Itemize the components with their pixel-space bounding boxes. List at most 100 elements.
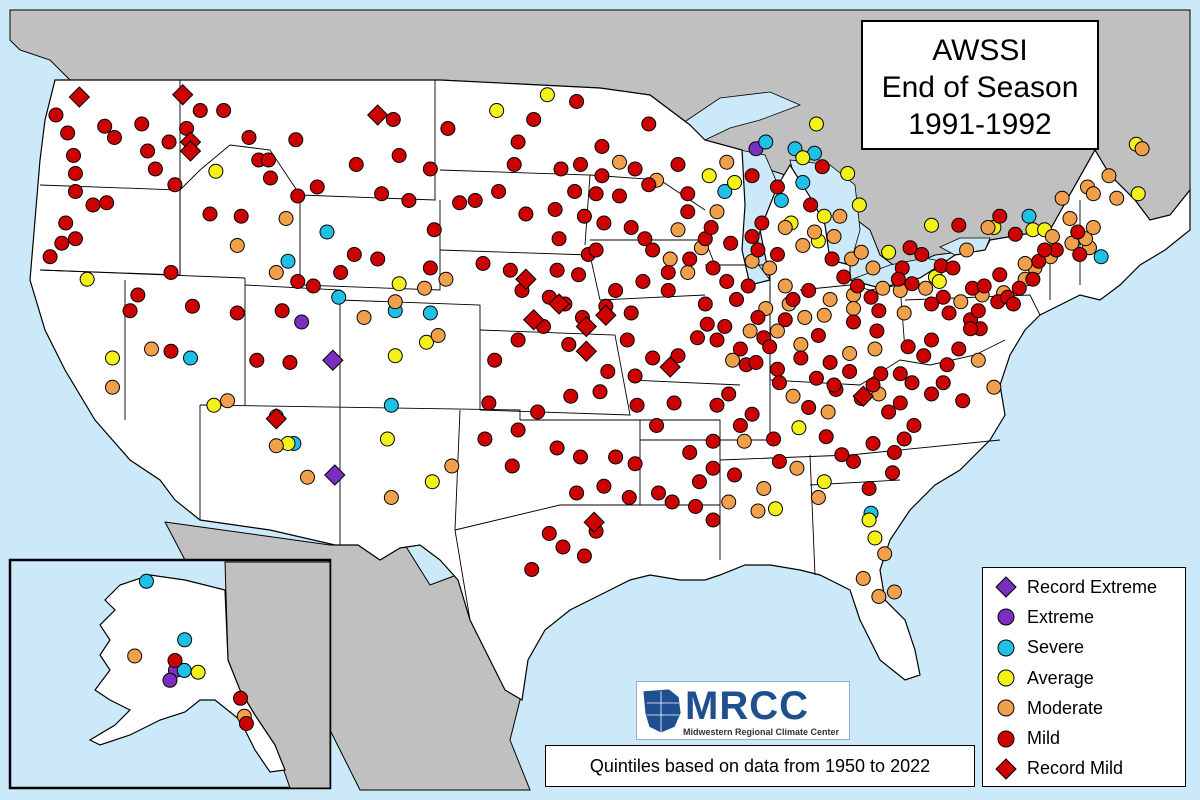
station-marker-mild: [261, 152, 276, 168]
station-marker-mild: [705, 260, 721, 276]
station-marker-average: [418, 334, 434, 350]
station-marker-mild: [48, 107, 64, 123]
station-marker-mild: [122, 303, 138, 319]
station-marker-mild: [744, 406, 760, 422]
station-marker-mild: [896, 431, 912, 447]
station-marker-mild: [762, 339, 778, 355]
station-marker-mild: [892, 366, 908, 382]
legend-item-record-mild: Record Mild: [983, 754, 1185, 784]
station-marker-severe: [773, 193, 789, 208]
station-marker-average: [190, 664, 206, 680]
station-marker-mild: [504, 458, 520, 474]
station-marker-mild: [467, 193, 483, 208]
station-marker-mild: [305, 278, 321, 294]
station-marker-moderate: [822, 292, 838, 307]
station-marker-mild: [771, 454, 787, 469]
station-marker-mild: [836, 269, 852, 285]
station-marker-average: [387, 348, 403, 364]
station-marker-mild: [391, 148, 407, 163]
station-marker-mild: [803, 197, 819, 213]
contiguous-us: [29, 79, 1191, 701]
station-marker-mild: [842, 364, 858, 379]
station-marker-moderate: [826, 229, 842, 244]
station-marker-average: [881, 244, 897, 260]
station-marker-mild: [754, 215, 770, 231]
station-marker-average: [791, 420, 807, 436]
station-marker-moderate: [144, 341, 159, 357]
station-marker-mild: [635, 274, 651, 289]
map-title-box: AWSSI End of Season 1991-1992: [861, 20, 1099, 150]
station-marker-average: [816, 208, 832, 224]
station-marker-severe: [280, 253, 296, 269]
station-marker-mild: [551, 231, 567, 247]
midwest-states-icon: [642, 688, 682, 734]
station-marker-moderate: [846, 301, 861, 316]
station-marker-mild: [717, 319, 733, 334]
station-marker-moderate: [387, 294, 403, 310]
station-marker-mild: [510, 134, 526, 150]
station-marker-mild: [541, 526, 557, 541]
station-marker-extreme: [162, 672, 178, 688]
station-marker-severe: [795, 175, 811, 190]
station-marker-mild: [703, 220, 719, 235]
station-marker-mild: [67, 166, 83, 181]
station-marker-mild: [680, 186, 696, 202]
station-marker-average: [539, 87, 555, 103]
station-marker-severe: [183, 350, 198, 366]
station-marker-record-mild: [575, 340, 598, 362]
station-marker-mild: [238, 716, 254, 731]
station-marker-average: [851, 197, 867, 213]
station-marker-mild: [1007, 226, 1023, 242]
station-marker-moderate: [832, 208, 848, 224]
moderate-circle-icon: [997, 699, 1015, 717]
station-marker-mild: [621, 490, 637, 505]
station-marker-mild: [491, 184, 507, 199]
station-marker-mild: [818, 429, 834, 445]
station-marker-average: [924, 217, 939, 233]
station-marker-mild: [748, 355, 764, 370]
station-marker-severe: [1093, 249, 1109, 265]
station-marker-average: [727, 175, 743, 190]
station-marker-moderate: [417, 280, 432, 296]
station-marker-record-mild: [659, 356, 681, 378]
station-marker-mild: [869, 323, 885, 339]
station-marker-mild: [846, 314, 861, 330]
legend-item-moderate: Moderate: [983, 693, 1185, 723]
station-marker-mild: [309, 179, 325, 195]
station-marker-mild: [935, 289, 951, 305]
station-marker-mild: [282, 355, 298, 370]
station-marker-mild: [769, 179, 785, 195]
station-marker-mild: [900, 339, 916, 355]
station-marker-mild: [719, 274, 735, 289]
station-marker-mild: [67, 184, 83, 199]
station-marker-mild: [588, 242, 604, 258]
station-marker-mild: [526, 112, 542, 127]
station-marker-mild: [54, 235, 70, 251]
station-marker-average: [795, 150, 811, 166]
station-marker-mild: [262, 170, 278, 186]
station-marker-mild: [130, 287, 146, 303]
station-marker-mild: [67, 231, 83, 247]
station-marker-mild: [1005, 296, 1021, 312]
station-marker-mild: [163, 265, 179, 280]
station-marker-moderate: [855, 571, 871, 586]
station-marker-moderate: [1017, 256, 1033, 271]
station-marker-mild: [161, 134, 177, 150]
station-marker-average: [79, 271, 95, 287]
station-marker-mild: [233, 690, 249, 706]
station-marker-mild: [440, 121, 456, 136]
station-marker-mild: [274, 303, 290, 319]
station-marker-mild: [645, 242, 661, 258]
station-marker-mild: [518, 206, 534, 222]
station-marker-mild: [623, 220, 639, 235]
mrcc-full-name: Midwestern Regional Climate Center: [683, 727, 840, 737]
station-marker-moderate: [670, 222, 686, 238]
station-marker-mild: [750, 310, 766, 325]
station-marker-mild: [664, 494, 680, 510]
station-marker-mild: [401, 193, 417, 208]
station-marker-mild: [452, 195, 468, 211]
station-marker-moderate: [1054, 190, 1070, 206]
station-marker-mild: [596, 478, 612, 494]
station-marker-mild: [834, 447, 850, 463]
legend-label: Average: [1027, 667, 1094, 688]
